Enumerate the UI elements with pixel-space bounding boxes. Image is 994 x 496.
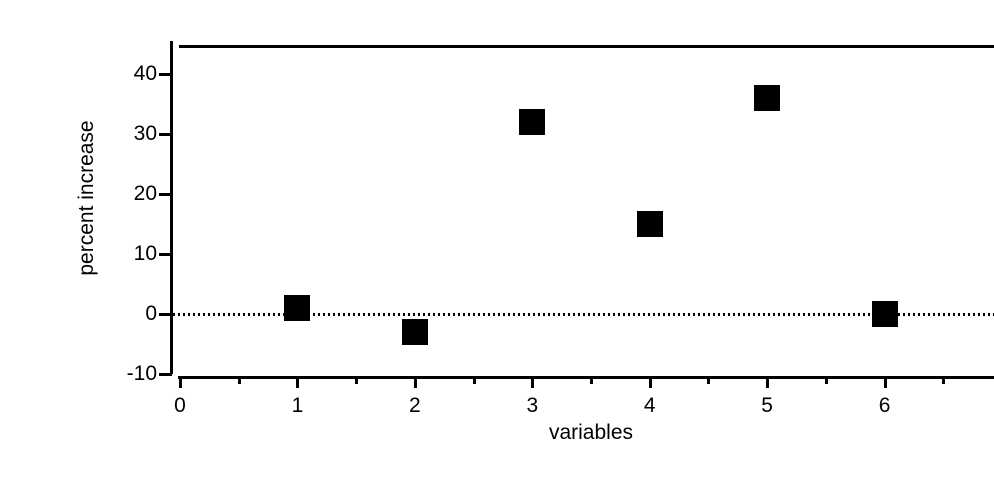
zero-reference-line xyxy=(173,313,994,316)
x-tick-label: 6 xyxy=(878,394,891,417)
x-major-tick xyxy=(883,376,887,388)
y-axis-title: percent increase xyxy=(75,120,98,276)
x-minor-tick xyxy=(237,376,241,384)
y-tick xyxy=(159,313,172,316)
y-axis-line xyxy=(170,41,173,374)
x-minor-tick xyxy=(824,376,828,384)
y-tick-label: 30 xyxy=(133,122,157,145)
x-tick-label: 1 xyxy=(291,394,304,417)
y-tick xyxy=(159,73,172,76)
x-major-tick xyxy=(296,376,300,388)
data-point-marker xyxy=(519,109,546,135)
x-major-tick xyxy=(531,376,535,388)
x-axis-title: variables xyxy=(548,421,634,444)
data-point-marker xyxy=(401,319,428,345)
x-tick-label: 7 xyxy=(980,393,994,419)
data-point-marker xyxy=(871,301,898,327)
x-tick-label: 4 xyxy=(643,394,656,417)
y-tick xyxy=(159,373,172,376)
y-tick-label: -10 xyxy=(126,362,157,385)
data-point-marker xyxy=(636,211,663,237)
scatter-plot: 0 1 2 3 4 5 6 7 -10 0 10 20 30 40 variables percent i… xyxy=(40,16,994,480)
y-tick-label: 20 xyxy=(133,182,157,205)
data-point-marker xyxy=(284,295,311,321)
x-axis-line xyxy=(178,376,994,379)
x-major-tick xyxy=(766,376,770,388)
x-major-tick xyxy=(179,376,182,388)
y-tick xyxy=(159,253,172,256)
x-tick-label: 2 xyxy=(409,394,421,417)
y-tick xyxy=(159,133,172,136)
x-minor-tick xyxy=(472,376,476,384)
y-tick-label: 0 xyxy=(145,302,157,325)
y-tick-label: 10 xyxy=(133,242,157,265)
x-major-tick xyxy=(648,376,652,388)
y-tick xyxy=(159,193,172,196)
x-minor-tick xyxy=(355,376,359,384)
x-tick-label: 0 xyxy=(174,394,186,417)
x-minor-tick xyxy=(707,376,711,384)
y-tick-label: 40 xyxy=(133,62,157,85)
data-point-marker xyxy=(754,85,781,111)
x-minor-tick xyxy=(590,376,593,384)
x-tick-label: 3 xyxy=(526,394,539,417)
x-minor-tick xyxy=(942,376,946,384)
plot-frame-top xyxy=(179,45,994,48)
x-tick-label: 5 xyxy=(761,394,773,417)
x-major-tick xyxy=(413,376,417,388)
